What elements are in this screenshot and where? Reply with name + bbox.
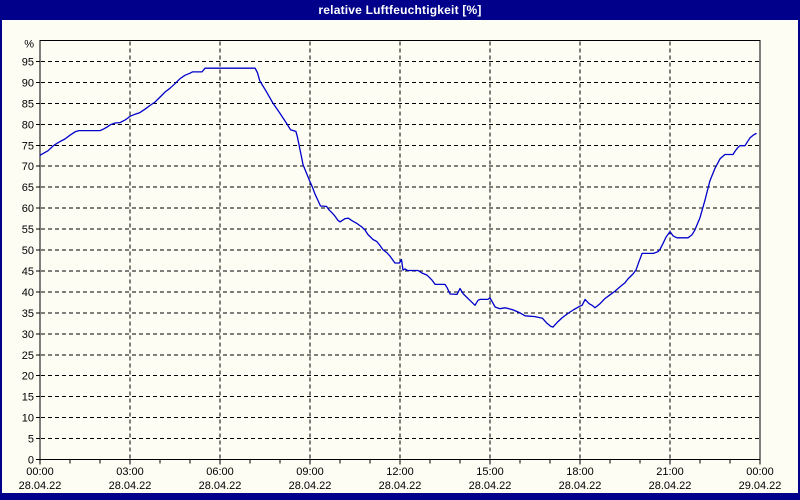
window-frame-left bbox=[0, 20, 2, 493]
y-tick-label: 40 bbox=[22, 287, 34, 299]
x-tick-date-label: 28.04.22 bbox=[469, 480, 512, 492]
y-tick-label: 85 bbox=[22, 98, 34, 110]
y-tick-label: 80 bbox=[22, 119, 34, 131]
chart-title: relative Luftfeuchtigkeit [%] bbox=[318, 3, 482, 17]
x-tick-date-label: 28.04.22 bbox=[199, 480, 242, 492]
y-tick-label: 20 bbox=[22, 371, 34, 383]
y-tick-label: 0 bbox=[28, 455, 34, 467]
y-tick-label: 95 bbox=[22, 56, 34, 68]
y-tick-label: 60 bbox=[22, 203, 34, 215]
x-tick-date-label: 28.04.22 bbox=[379, 480, 422, 492]
y-tick-label: 25 bbox=[22, 350, 34, 362]
y-tick-label: 50 bbox=[22, 245, 34, 257]
y-tick-label: 90 bbox=[22, 77, 34, 89]
y-tick-label: 55 bbox=[22, 224, 34, 236]
x-tick-time-label: 03:00 bbox=[116, 466, 144, 478]
y-tick-label: 15 bbox=[22, 392, 34, 404]
x-tick-time-label: 21:00 bbox=[656, 466, 684, 478]
grid-and-axes bbox=[36, 40, 761, 465]
x-tick-date-label: 28.04.22 bbox=[559, 480, 602, 492]
x-tick-date-label: 29.04.22 bbox=[739, 480, 782, 492]
x-tick-time-label: 12:00 bbox=[386, 466, 414, 478]
y-tick-label: 30 bbox=[22, 329, 34, 341]
y-tick-label: 45 bbox=[22, 266, 34, 278]
y-tick-label: 70 bbox=[22, 161, 34, 173]
x-tick-date-label: 28.04.22 bbox=[649, 480, 692, 492]
humidity-line-chart: 0 5 10 15 20 25 30 35 40 45 50 55 60 65 70 75 80 85 90 95% 0… bbox=[19, 39, 782, 493]
x-tick-date-label: 28.04.22 bbox=[289, 480, 332, 492]
axis-labels: 0 5 10 15 20 25 30 35 40 45 50 55 60 65 70 75 80 85 90 95% 0… bbox=[19, 39, 782, 493]
humidity-series-line bbox=[39, 67, 757, 328]
x-tick-time-label: 18:00 bbox=[566, 466, 594, 478]
x-tick-time-label: 00:00 bbox=[26, 466, 54, 478]
y-tick-label: 10 bbox=[22, 413, 34, 425]
y-tick-label: 65 bbox=[22, 182, 34, 194]
x-tick-date-label: 28.04.22 bbox=[19, 480, 62, 492]
title-bar: relative Luftfeuchtigkeit [%] bbox=[0, 0, 800, 20]
x-tick-time-label: 15:00 bbox=[476, 466, 504, 478]
y-axis-unit-label: % bbox=[24, 39, 34, 51]
x-tick-time-label: 09:00 bbox=[296, 466, 324, 478]
window-frame-right bbox=[798, 20, 800, 493]
x-tick-time-label: 00:00 bbox=[746, 466, 774, 478]
x-tick-time-label: 06:00 bbox=[206, 466, 234, 478]
y-tick-label: 75 bbox=[22, 140, 34, 152]
x-tick-date-label: 28.04.22 bbox=[109, 480, 152, 492]
y-tick-label: 35 bbox=[22, 308, 34, 320]
window-frame-bottom bbox=[0, 493, 800, 500]
y-tick-label: 5 bbox=[28, 434, 34, 446]
